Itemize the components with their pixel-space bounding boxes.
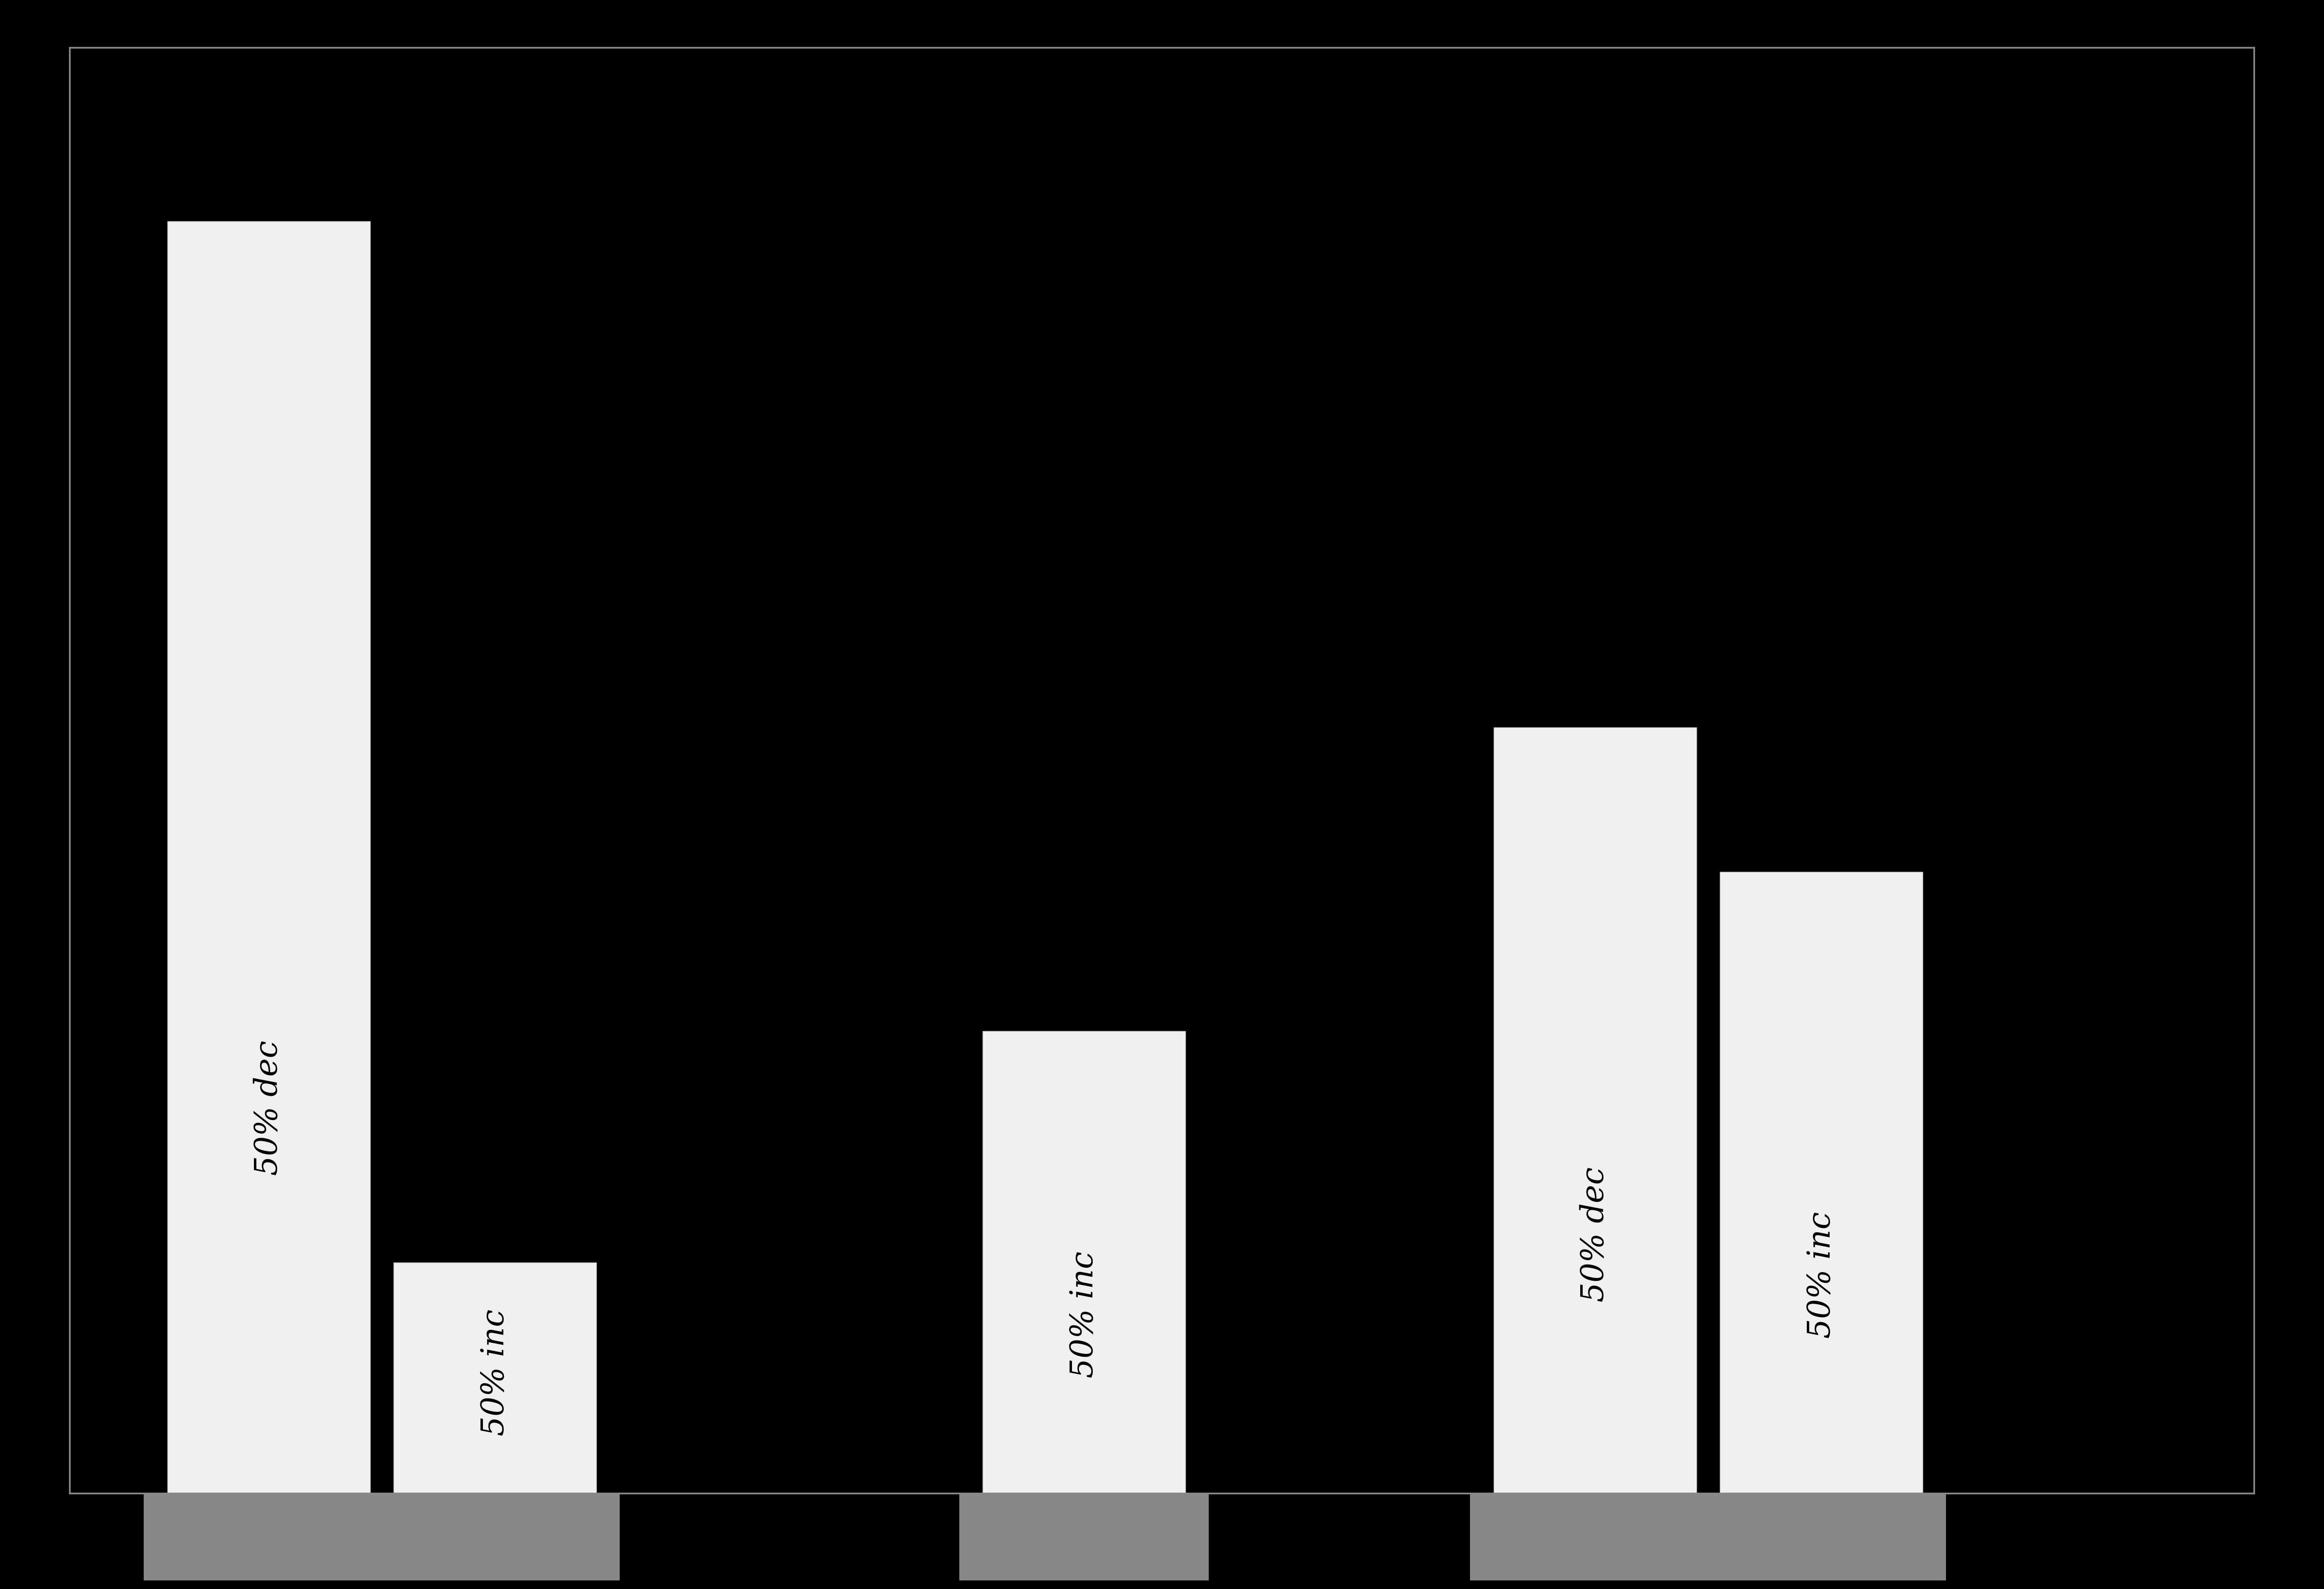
Bar (1494, 728, 1697, 1494)
Text: 50% dec: 50% dec (253, 1041, 284, 1176)
Bar (1720, 872, 1922, 1494)
Text: 50% dec: 50% dec (1580, 1166, 1611, 1301)
Bar (983, 1031, 1185, 1494)
Bar (960, 1494, 1208, 1581)
Text: 50% inc: 50% inc (1806, 1211, 1836, 1338)
Bar (393, 1262, 597, 1494)
Bar (1471, 1494, 1945, 1581)
Bar (167, 221, 370, 1494)
Text: 50% inc: 50% inc (479, 1309, 509, 1436)
Text: 50% inc: 50% inc (1069, 1251, 1099, 1378)
Bar (144, 1494, 621, 1581)
